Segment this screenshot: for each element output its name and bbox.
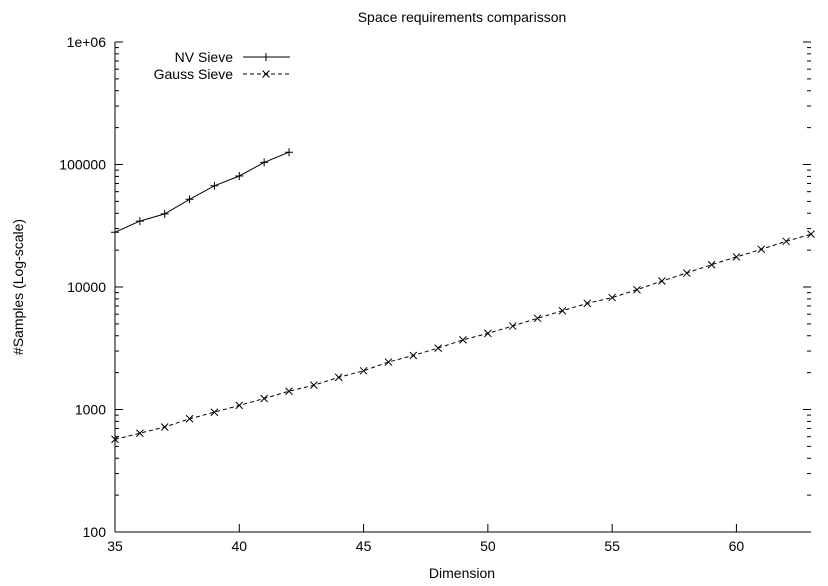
data-point-gauss-sieve	[508, 322, 517, 330]
data-point-gauss-sieve	[260, 394, 268, 403]
data-point-gauss-sieve	[583, 299, 592, 308]
data-point-nv-sieve	[260, 158, 269, 167]
chart-title: Space requirements comparisson	[358, 9, 567, 25]
legend-label-gauss-sieve: Gauss Sieve	[154, 66, 234, 82]
data-point-nv-sieve	[210, 181, 219, 190]
x-tick-label: 40	[231, 538, 247, 554]
data-point-gauss-sieve	[707, 260, 716, 269]
y-tick-label: 1000	[75, 402, 106, 418]
x-tick-label: 60	[729, 538, 745, 554]
x-tick-label: 55	[604, 538, 620, 554]
x-tick-label: 45	[356, 538, 372, 554]
data-point-gauss-sieve	[658, 277, 666, 285]
data-point-gauss-sieve	[807, 230, 815, 239]
data-point-gauss-sieve	[409, 351, 418, 360]
series-line-nv-sieve	[114, 151, 290, 233]
data-point-gauss-sieve	[334, 373, 343, 382]
data-point-gauss-sieve	[757, 245, 766, 254]
series-line-gauss-sieve	[114, 233, 812, 440]
data-point-nv-sieve	[285, 148, 293, 157]
data-point-gauss-sieve	[682, 269, 691, 277]
data-point-gauss-sieve	[210, 408, 219, 417]
data-point-gauss-sieve	[484, 329, 492, 338]
data-point-gauss-sieve	[111, 435, 119, 444]
x-axis-label: Dimension	[429, 565, 495, 581]
data-point-gauss-sieve	[160, 423, 169, 431]
data-point-nv-sieve	[185, 195, 194, 204]
legend-marker-nv-sieve	[262, 53, 270, 61]
data-point-gauss-sieve	[359, 366, 368, 375]
data-point-gauss-sieve	[136, 429, 144, 438]
data-point-gauss-sieve	[533, 314, 542, 323]
x-tick-label: 35	[107, 538, 123, 554]
y-tick-label: 100000	[59, 157, 106, 173]
legend-marker-gauss-sieve	[262, 70, 270, 78]
data-point-gauss-sieve	[732, 253, 741, 261]
y-tick-label: 100	[83, 524, 107, 540]
y-ticks: 100 1000 10000 100000 1e+06	[59, 34, 811, 540]
data-point-gauss-sieve	[310, 381, 318, 390]
data-point-nv-sieve	[235, 172, 244, 181]
y-axis-label: #Samples (Log-scale)	[10, 219, 26, 355]
data-point-gauss-sieve	[782, 237, 790, 246]
data-point-gauss-sieve	[434, 344, 442, 352]
legend-label-nv-sieve: NV Sieve	[175, 49, 234, 65]
series-gauss-sieve	[111, 230, 815, 444]
x-ticks: 35 40 45 50 55 60	[107, 524, 744, 554]
y-tick-label: 1e+06	[67, 34, 107, 50]
data-point-gauss-sieve	[384, 358, 393, 366]
data-point-nv-sieve	[111, 228, 119, 237]
series-nv-sieve	[111, 148, 293, 237]
data-point-nv-sieve	[160, 209, 169, 218]
y-tick-label: 10000	[67, 279, 106, 295]
data-point-gauss-sieve	[459, 336, 467, 344]
data-point-nv-sieve	[135, 217, 144, 226]
data-point-gauss-sieve	[285, 387, 293, 396]
data-point-gauss-sieve	[235, 401, 244, 410]
data-point-gauss-sieve	[558, 306, 567, 315]
series-layer	[111, 148, 815, 444]
data-point-gauss-sieve	[185, 414, 194, 423]
axes	[114, 42, 811, 533]
data-point-gauss-sieve	[608, 293, 616, 302]
x-tick-label: 50	[480, 538, 496, 554]
data-point-gauss-sieve	[633, 285, 641, 294]
